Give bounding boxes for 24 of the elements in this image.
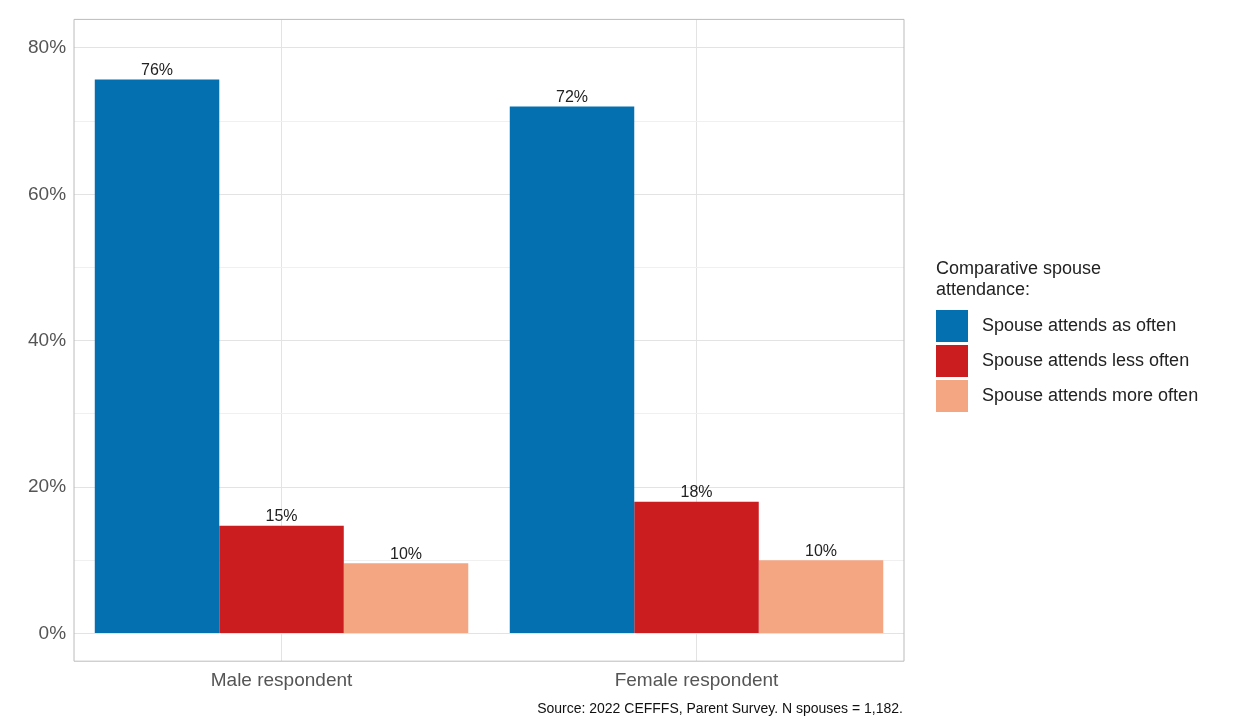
x-tick-label: Female respondent [614,668,780,690]
bar [509,106,635,633]
y-tick-label: 80% [28,36,67,58]
bar [94,79,220,633]
y-tick-label: 60% [28,182,67,204]
data-label: 72% [556,87,589,105]
data-label: 15% [265,507,298,525]
y-tick-label: 40% [28,328,67,350]
bar [758,560,884,633]
data-label: 10% [390,544,423,562]
data-label: 10% [804,541,838,559]
legend-label: Spouse attends as often [982,315,1177,336]
bar [343,563,469,633]
y-tick-label: 20% [28,475,67,497]
data-label: 18% [680,483,713,501]
x-tick-label: Male respondent [210,668,353,690]
legend-title: Comparative spouse attendance: [936,258,1103,300]
legend-label: Spouse attends more often [982,385,1199,406]
bar [634,501,759,633]
legend-label: Spouse attends less often [982,350,1190,371]
source-note: Source: 2022 CEFFFS, Parent Survey. N spouses = 1,182. [537,700,903,716]
data-label: 76% [141,60,174,78]
bar [219,525,344,633]
y-tick-label: 0% [38,621,67,643]
